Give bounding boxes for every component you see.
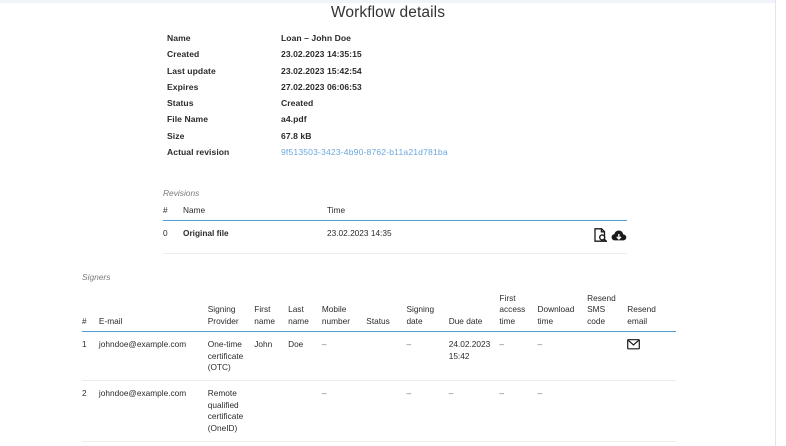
signers-header-signing-date: Signing date — [406, 293, 449, 333]
signer-first-name — [254, 380, 289, 443]
detail-label-created: Created — [167, 49, 200, 60]
signer-resend-sms-code — [587, 380, 628, 443]
signer-signing-date: – — [406, 380, 449, 443]
workflow-details-list: Name Loan – John Doe Created 23.02.2023 … — [167, 33, 448, 163]
detail-row-last-update: Last update 23.02.2023 15:42:54 — [167, 66, 448, 82]
detail-value-expires: 27.02.2023 06:06:53 — [281, 81, 362, 92]
revisions-header-time: Time — [327, 205, 547, 222]
signer-provider: Remote qualified certificate (OneID) — [207, 380, 255, 443]
detail-label-expires: Expires — [167, 81, 199, 92]
revision-num: 0 — [163, 220, 183, 254]
signers-header-row: # E-mail Signing Provider First name Las… — [82, 293, 676, 333]
revisions-header-actions — [547, 205, 627, 222]
envelope-icon[interactable] — [627, 339, 641, 350]
detail-value-created: 23.02.2023 14:35:15 — [281, 49, 362, 60]
signer-email: johndoe@example.com — [98, 331, 208, 382]
signers-header-status: Status — [366, 293, 407, 333]
signer-download-time: – — [537, 331, 588, 382]
signers-header-mobile-number: Mobile number — [321, 293, 367, 333]
signers-caption: Signers — [82, 272, 111, 282]
signers-header-due-date: Due date — [448, 293, 500, 333]
table-row: 0 Original file 23.02.2023 14:35 — [163, 220, 627, 254]
signer-resend-email-cell — [627, 380, 676, 443]
signer-mobile-number: – — [321, 331, 367, 382]
signers-table-head: # E-mail Signing Provider First name Las… — [82, 293, 676, 333]
revisions-table: # Name Time 0 Original file 23.02.2023 1… — [163, 205, 627, 254]
detail-value-name: Loan – John Doe — [281, 33, 351, 43]
detail-value-status: Created — [281, 98, 314, 109]
table-row: 1 johndoe@example.com One-time certifica… — [82, 331, 676, 382]
detail-label-file-name: File Name — [167, 114, 209, 125]
detail-label-name: Name — [167, 33, 191, 43]
signer-due-date: 24.02.2023 15:42 — [448, 331, 500, 382]
detail-row-size: Size 67.8 kB — [167, 131, 448, 147]
detail-value-file-name: a4.pdf — [281, 114, 307, 125]
signers-table: # E-mail Signing Provider First name Las… — [82, 293, 676, 443]
detail-row-actual-revision: Actual revision 9f513503-3423-4b90-8762-… — [167, 147, 448, 163]
signer-email: johndoe@example.com — [98, 380, 208, 443]
signer-first-access-time: – — [499, 380, 538, 443]
revisions-table-body: 0 Original file 23.02.2023 14:35 — [163, 220, 627, 254]
revisions-header-row: # Name Time — [163, 205, 627, 222]
detail-label-size: Size — [167, 130, 185, 141]
signer-signing-date: – — [406, 331, 449, 382]
signer-status — [366, 331, 407, 382]
signers-header-download-time: Download time — [537, 293, 588, 333]
detail-row-status: Status Created — [167, 98, 448, 114]
detail-label-status: Status — [167, 98, 194, 109]
actual-revision-link[interactable]: 9f513503-3423-4b90-8762-b11a21d781ba — [281, 146, 448, 157]
table-row: 2 johndoe@example.com Remote qualified c… — [82, 380, 676, 443]
signer-first-access-time: – — [499, 331, 538, 382]
revisions-table-head: # Name Time — [163, 205, 627, 222]
signer-first-name: John — [254, 331, 289, 382]
revision-action-group — [594, 228, 627, 243]
page-title: Workflow details — [330, 4, 446, 21]
preview-document-icon[interactable] — [594, 228, 607, 243]
signer-resend-email-cell — [627, 331, 676, 382]
revisions-header-num: # — [163, 205, 183, 222]
signer-due-date: – — [448, 380, 500, 443]
signers-header-resend-email: Resend email — [627, 293, 676, 333]
revisions-header-name: Name — [183, 205, 327, 222]
revision-time: 23.02.2023 14:35 — [327, 220, 547, 254]
signer-mobile-number: – — [321, 380, 367, 443]
signer-resend-sms-code — [587, 331, 628, 382]
signers-table-body: 1 johndoe@example.com One-time certifica… — [82, 331, 676, 443]
signer-provider: One-time certificate (OTC) — [207, 331, 255, 382]
detail-row-expires: Expires 27.02.2023 06:06:53 — [167, 82, 448, 98]
revision-actions — [547, 220, 627, 254]
detail-value-last-update: 23.02.2023 15:42:54 — [281, 65, 362, 76]
signer-num: 1 — [82, 331, 99, 382]
signer-num: 2 — [82, 380, 99, 443]
cloud-download-icon[interactable] — [611, 229, 627, 242]
signer-status — [366, 380, 407, 443]
detail-row-name: Name Loan – John Doe — [167, 33, 448, 49]
revision-name: Original file — [183, 220, 327, 254]
top-accent-band — [0, 0, 775, 3]
detail-label-actual-revision: Actual revision — [167, 146, 230, 157]
detail-row-created: Created 23.02.2023 14:35:15 — [167, 49, 448, 65]
revisions-caption: Revisions — [163, 188, 200, 198]
detail-label-last-update: Last update — [167, 65, 216, 76]
signer-last-name — [288, 380, 322, 443]
signer-last-name: Doe — [288, 331, 322, 382]
detail-row-file-name: File Name a4.pdf — [167, 114, 448, 130]
signer-download-time: – — [537, 380, 588, 443]
detail-value-size: 67.8 kB — [281, 130, 312, 141]
signers-header-first-name: First name — [254, 293, 289, 333]
signers-header-resend-sms-code: Resend SMS code — [587, 293, 628, 333]
signers-header-first-access-time: First access time — [499, 293, 538, 333]
signers-header-email: E-mail — [98, 293, 208, 333]
signers-header-last-name: Last name — [288, 293, 322, 333]
signers-header-provider: Signing Provider — [207, 293, 255, 333]
signers-header-num: # — [82, 293, 99, 333]
